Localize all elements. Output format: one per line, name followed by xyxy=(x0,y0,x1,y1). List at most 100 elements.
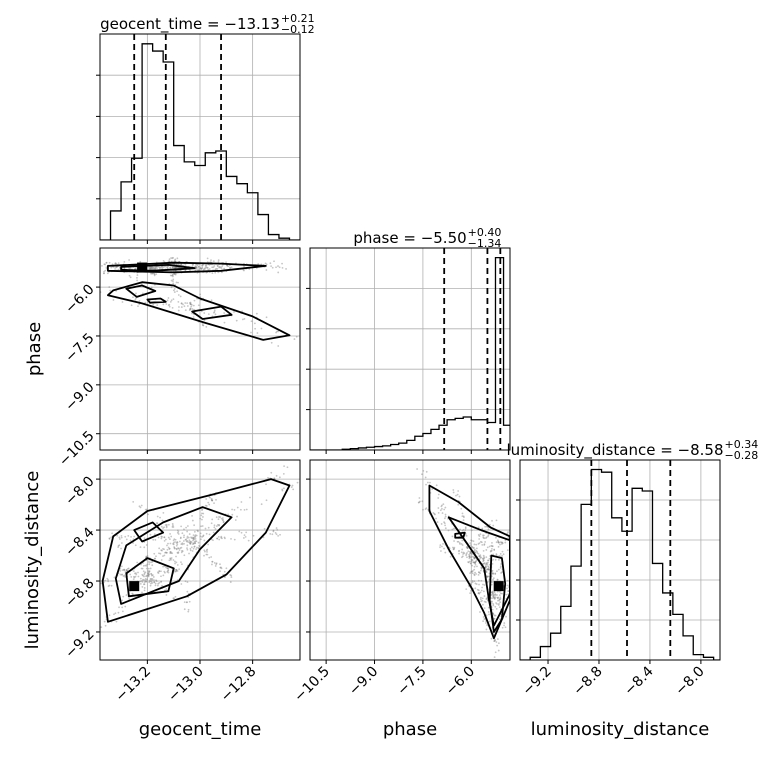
sample-point xyxy=(136,561,139,564)
sample-point xyxy=(496,539,499,542)
sample-point xyxy=(447,529,450,532)
sample-point xyxy=(157,536,160,539)
sample-point xyxy=(165,566,167,569)
sample-point xyxy=(163,265,166,268)
sample-point xyxy=(238,530,241,533)
sample-point xyxy=(492,604,495,607)
sample-point xyxy=(275,533,278,536)
title-upper-error: +0.34 xyxy=(725,438,759,451)
x-tick-label-phase: −7.5 xyxy=(394,664,429,699)
sample-point xyxy=(473,557,476,560)
sample-point xyxy=(461,512,464,515)
sample-point xyxy=(185,601,188,604)
sample-point xyxy=(481,586,483,589)
sample-point xyxy=(144,301,147,304)
sample-point xyxy=(166,267,169,270)
sample-point xyxy=(205,505,208,507)
sample-point xyxy=(176,541,178,543)
sample-point xyxy=(192,537,195,540)
sample-point xyxy=(470,562,472,565)
sample-point xyxy=(132,500,135,503)
sample-point xyxy=(196,546,198,549)
sample-point xyxy=(140,504,143,507)
sample-point xyxy=(483,600,486,603)
sample-point xyxy=(495,607,498,610)
sample-point xyxy=(196,529,199,532)
sample-point xyxy=(114,612,117,615)
sample-point xyxy=(497,541,500,544)
sample-point xyxy=(153,581,156,584)
y-tick-label-luminosity_distance: −8.8 xyxy=(62,575,97,610)
sample-point xyxy=(477,526,480,529)
y-tick-label-phase: −10.5 xyxy=(56,428,98,470)
sample-point xyxy=(498,594,501,597)
sample-point xyxy=(123,568,125,571)
sample-point xyxy=(149,580,152,582)
sample-point xyxy=(208,268,211,270)
sample-point xyxy=(174,570,176,573)
sample-point xyxy=(97,270,99,272)
sample-point xyxy=(223,312,226,314)
sample-point xyxy=(221,265,223,268)
sample-point xyxy=(153,273,156,276)
sample-point xyxy=(201,264,203,267)
x-tick-label-luminosity_distance: −8.8 xyxy=(570,664,605,699)
sample-point xyxy=(283,487,285,490)
sample-point xyxy=(480,579,483,582)
density-peak xyxy=(137,262,148,273)
sample-point xyxy=(444,515,447,518)
sample-point xyxy=(189,541,192,544)
sample-point xyxy=(456,493,459,496)
sample-point xyxy=(176,257,179,260)
sample-point xyxy=(215,268,218,270)
sample-point xyxy=(160,559,163,561)
sample-point xyxy=(93,270,95,272)
sample-point xyxy=(513,532,515,534)
sample-point xyxy=(142,570,145,573)
sample-point xyxy=(151,574,153,577)
sample-point xyxy=(296,481,299,484)
sample-point xyxy=(210,522,213,525)
sample-point xyxy=(186,581,189,583)
sample-point xyxy=(471,572,474,575)
sample-point xyxy=(206,548,209,551)
sample-point xyxy=(174,273,177,276)
sample-point xyxy=(452,489,455,491)
sample-point xyxy=(220,567,223,570)
sample-point xyxy=(494,639,497,641)
sample-point xyxy=(219,566,222,569)
sample-point xyxy=(177,309,180,312)
sample-point xyxy=(240,531,243,534)
sample-point xyxy=(150,582,152,585)
sample-point xyxy=(103,272,105,275)
sample-point xyxy=(185,538,187,541)
sample-point xyxy=(482,558,485,561)
sample-point xyxy=(273,477,276,480)
sample-point xyxy=(167,571,170,574)
sample-point xyxy=(496,579,499,581)
sample-point xyxy=(201,324,204,327)
sample-point xyxy=(460,507,463,510)
sample-point xyxy=(176,529,179,532)
sample-point xyxy=(110,266,113,269)
sample-point xyxy=(121,573,123,576)
sample-point xyxy=(171,522,174,525)
sample-point xyxy=(160,537,163,540)
sample-point xyxy=(186,544,189,547)
sample-point xyxy=(141,579,143,582)
sample-point xyxy=(497,604,500,606)
sample-point xyxy=(217,265,219,268)
sample-point xyxy=(185,540,188,543)
sample-point xyxy=(497,541,500,543)
sample-point xyxy=(483,584,486,586)
sample-point xyxy=(174,562,176,565)
sample-point xyxy=(277,265,279,267)
sample-point xyxy=(481,543,484,546)
sample-point xyxy=(183,601,186,604)
sample-point xyxy=(149,533,152,536)
sample-point xyxy=(507,531,509,534)
sample-point xyxy=(491,608,494,611)
sample-point xyxy=(487,568,490,571)
sample-point xyxy=(492,524,495,527)
sample-point xyxy=(112,299,115,301)
